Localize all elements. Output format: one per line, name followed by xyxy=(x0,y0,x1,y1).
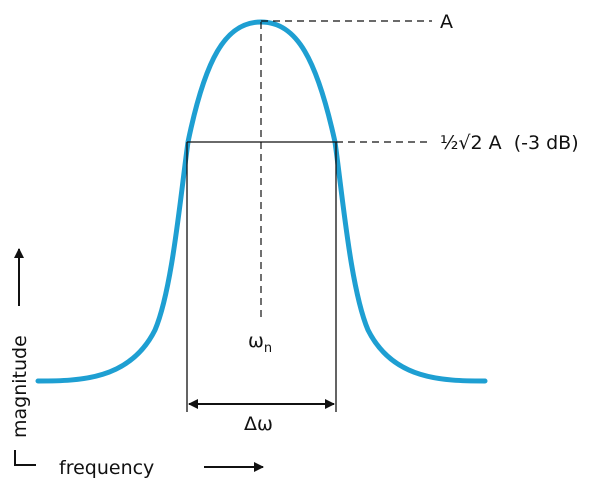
axis-corner xyxy=(14,450,36,466)
peak-label: A xyxy=(440,11,453,33)
x-axis-label: frequency xyxy=(59,457,154,479)
bandwidth-label: Δω xyxy=(244,413,273,435)
center-frequency-symbol: ω xyxy=(248,330,264,352)
y-axis-label: magnitude xyxy=(9,335,31,438)
center-frequency-subscript: n xyxy=(264,341,272,356)
center-frequency-label: ωn xyxy=(248,330,272,356)
half-power-label: ½√2 A (-3 dB) xyxy=(440,132,579,154)
